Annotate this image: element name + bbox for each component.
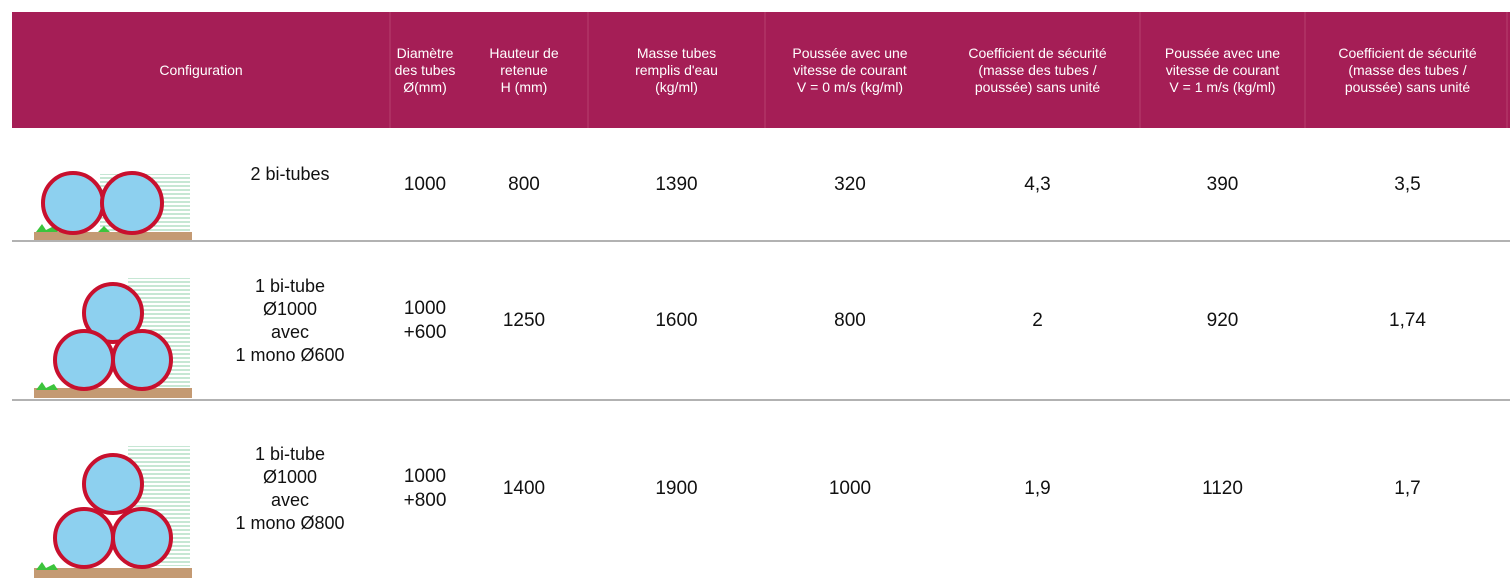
column-header: Masse tubes remplis d'eau (kg/ml): [588, 12, 765, 128]
value-cell: 920: [1206, 309, 1239, 331]
value-cell: 800: [834, 309, 866, 331]
column-header: Poussée avec une vitesse de courant V = 1 …: [1140, 12, 1305, 128]
text-line: poussée) sans unité: [1344, 78, 1471, 95]
value-cell: 390: [1206, 173, 1239, 195]
diameter: 1000: [390, 128, 460, 241]
text-line: 2 bi-tubes: [250, 164, 330, 184]
text-line: 1000: [403, 297, 447, 319]
text-line: des tubes: [394, 61, 456, 78]
text-line: Configuration: [159, 61, 243, 78]
text-line: Ø(mm): [403, 78, 447, 95]
text-line: vitesse de courant: [1165, 61, 1280, 78]
text-line: 1000: [403, 173, 447, 195]
tube-illustration: [34, 171, 192, 240]
text-line: +600: [403, 321, 447, 343]
diameter: 1000 +800: [390, 400, 460, 578]
text-line: Ø1000: [262, 298, 318, 319]
text-line: V = 0 m/s (kg/ml): [796, 78, 904, 95]
text-line: Masse tubes: [636, 44, 717, 61]
column-header: Coefficient de sécurité (masse des tubes …: [1305, 12, 1510, 128]
text-line: Hauteur de: [489, 44, 559, 61]
text-line: V = 1 m/s (kg/ml): [1169, 78, 1276, 95]
value-cell: 1,7: [1394, 478, 1421, 499]
column-header: Poussée avec une vitesse de courant V = 0 …: [765, 12, 935, 128]
configuration: 2 bi-tubes: [215, 118, 365, 231]
text-line: poussée) sans unité: [974, 78, 1101, 95]
value-cell: 4,3: [1024, 173, 1051, 195]
text-line: H (mm): [500, 78, 548, 95]
value-cell: 320: [834, 173, 866, 195]
configuration: 1 bi-tube Ø1000 avec 1 mono Ø600: [215, 241, 365, 400]
value-cell: 1120: [1202, 478, 1243, 499]
column-header: Hauteur de retenue H (mm): [460, 12, 588, 128]
text-line: Coefficient de sécurité: [968, 44, 1107, 61]
text-line: (masse des tubes /: [978, 61, 1097, 78]
text-line: +800: [403, 490, 447, 511]
column-header: Configuration: [12, 12, 390, 128]
text-line: 1 bi-tube: [254, 275, 326, 296]
value-cell: 3,5: [1394, 173, 1421, 195]
row-separators: [12, 240, 1510, 401]
text-line: Ø1000: [262, 467, 318, 487]
text-line: retenue: [500, 61, 548, 78]
value-cell: 1000: [828, 478, 872, 499]
text-line: Poussée avec une: [792, 44, 908, 61]
column-header: Diamètre des tubes Ø(mm): [390, 12, 460, 128]
text-line: (masse des tubes /: [1348, 61, 1467, 78]
text-line: Poussée avec une: [1164, 44, 1281, 61]
text-line: 1 mono Ø600: [235, 344, 345, 365]
text-line: 1 mono Ø800: [235, 513, 345, 533]
text-line: 1000: [403, 466, 447, 487]
value-cell: 1250: [502, 309, 546, 331]
tube-illustration: [34, 278, 192, 398]
value-cell: 1,9: [1024, 478, 1051, 499]
text-line: avec: [270, 490, 310, 510]
text-line: Coefficient de sécurité: [1338, 44, 1477, 61]
value-cell: 2: [1032, 309, 1043, 331]
tube-illustration: [34, 446, 192, 578]
value-cell: 1600: [655, 309, 698, 331]
column-header: Coefficient de sécurité (masse des tubes …: [935, 12, 1140, 128]
text-line: vitesse de courant: [793, 61, 907, 78]
text-line: Diamètre: [396, 44, 454, 61]
value-cell: 1,74: [1389, 309, 1426, 331]
value-cell: 1400: [502, 478, 546, 499]
value-cell: 800: [508, 173, 540, 195]
value-cell: 1900: [655, 478, 698, 499]
value-cell: 1390: [655, 173, 698, 195]
diameter: 1000 +600: [390, 241, 460, 400]
configuration: 1 bi-tube Ø1000 avec 1 mono Ø800: [215, 400, 365, 578]
text-line: 1 bi-tube: [254, 444, 326, 464]
header-band: [12, 12, 1510, 128]
text-line: remplis d'eau: [635, 61, 718, 78]
text-line: (kg/ml): [655, 78, 698, 95]
text-line: avec: [270, 321, 310, 342]
